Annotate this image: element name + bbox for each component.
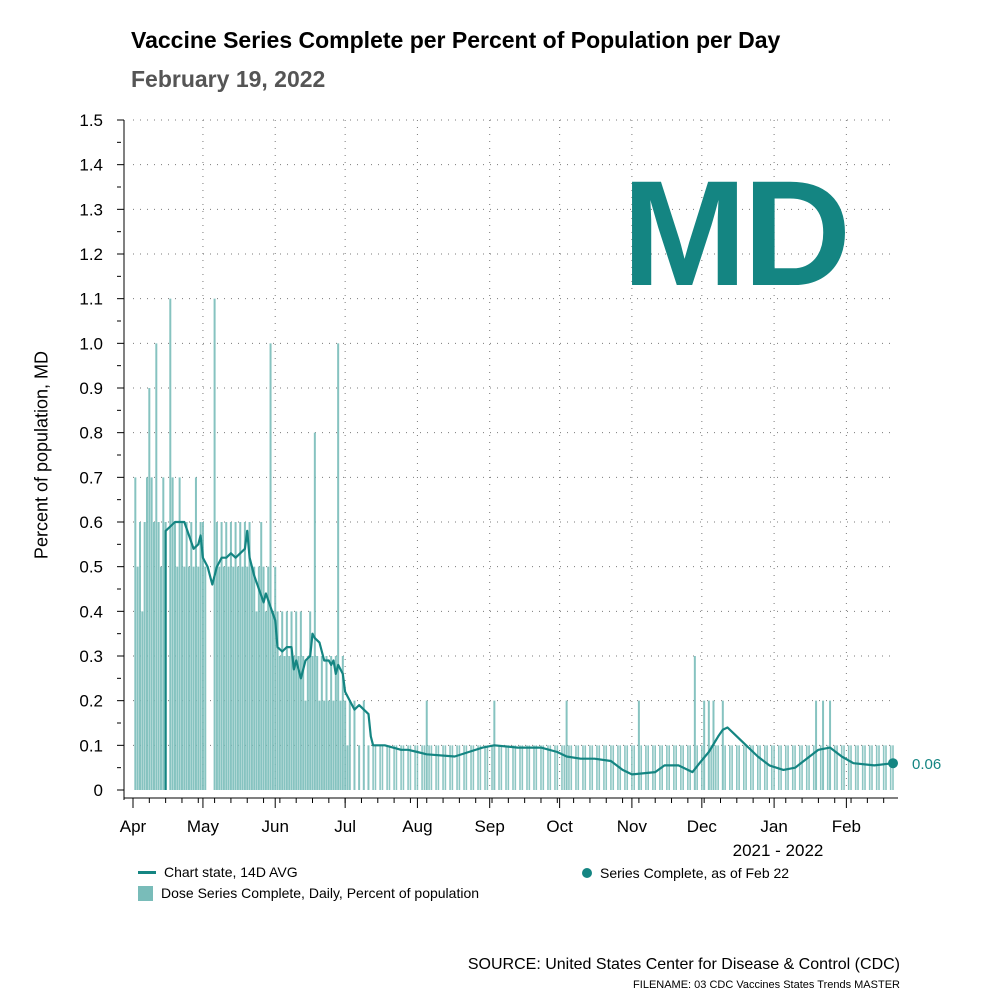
x-tick-label: Jun <box>261 817 288 836</box>
x-tick-label: Aug <box>402 817 432 836</box>
y-tick-label: 0.1 <box>79 736 103 755</box>
avg-line <box>164 520 894 790</box>
filename-note: FILENAME: 03 CDC Vaccines States Trends … <box>633 979 900 991</box>
y-tick-label: 0.9 <box>79 379 103 398</box>
daily-bars <box>134 298 894 790</box>
y-tick-label: 0.3 <box>79 647 103 666</box>
source-note: SOURCE: United States Center for Disease… <box>467 956 900 973</box>
axes: 0 0.1 0.2 0.3 0.4 0.5 0.6 0.7 0.8 0.9 1.0 1.1 1.2 1.3… <box>79 111 898 860</box>
y-tick-label: 1.0 <box>79 334 103 353</box>
y-tick-label: 1.2 <box>79 245 103 264</box>
y-tick-label: 0.2 <box>79 692 103 711</box>
chart-date: February 19, 2022 <box>131 66 326 92</box>
y-tick-label: 1.4 <box>79 156 103 175</box>
legend-item-daily: Dose Series Complete, Daily, Percent of … <box>138 885 479 901</box>
x-tick-label: Apr <box>120 817 147 836</box>
y-tick-label: 1.5 <box>79 111 103 130</box>
legend-line-swatch <box>138 870 156 874</box>
y-tick-label: 0.4 <box>79 602 103 621</box>
y-tick-label: 0.6 <box>79 513 103 532</box>
y-tick-label: 0.8 <box>79 424 103 443</box>
x-tick-label: Jul <box>334 817 356 836</box>
legend-latest-label: Series Complete, as of Feb 22 <box>600 865 790 881</box>
y-tick-label: 0 <box>94 781 103 800</box>
latest-point <box>888 758 898 769</box>
y-axis-label: Percent of population, MD <box>31 350 52 560</box>
x-tick-label: Dec <box>687 817 718 836</box>
y-tick-label: 0.7 <box>79 468 103 487</box>
legend-dot-swatch <box>582 868 592 878</box>
avg-line-layer: 0.06 <box>164 520 941 790</box>
state-label: MD <box>622 149 851 317</box>
legend-avg-label: Chart state, 14D AVG <box>164 864 298 880</box>
chart-title: Vaccine Series Complete per Percent of P… <box>131 27 781 53</box>
y-tick-label: 1.1 <box>79 290 103 309</box>
x-axis-label: 2021 - 2022 <box>733 841 824 860</box>
legend-item-avg: Chart state, 14D AVG <box>138 864 298 880</box>
x-tick-label: May <box>187 817 220 836</box>
x-tick-label: Oct <box>546 817 573 836</box>
y-tick-label: 0.5 <box>79 558 103 577</box>
legend-daily-label: Dose Series Complete, Daily, Percent of … <box>161 885 480 901</box>
legend-item-latest: Series Complete, as of Feb 22 <box>582 865 789 881</box>
x-tick-label: Nov <box>617 817 648 836</box>
x-tick-label: Feb <box>832 817 861 836</box>
legend-bar-swatch <box>138 885 153 901</box>
x-tick-label: Jan <box>760 817 787 836</box>
latest-value-label: 0.06 <box>912 756 941 773</box>
y-tick-label: 1.3 <box>79 200 103 219</box>
x-tick-label: Sep <box>475 817 505 836</box>
